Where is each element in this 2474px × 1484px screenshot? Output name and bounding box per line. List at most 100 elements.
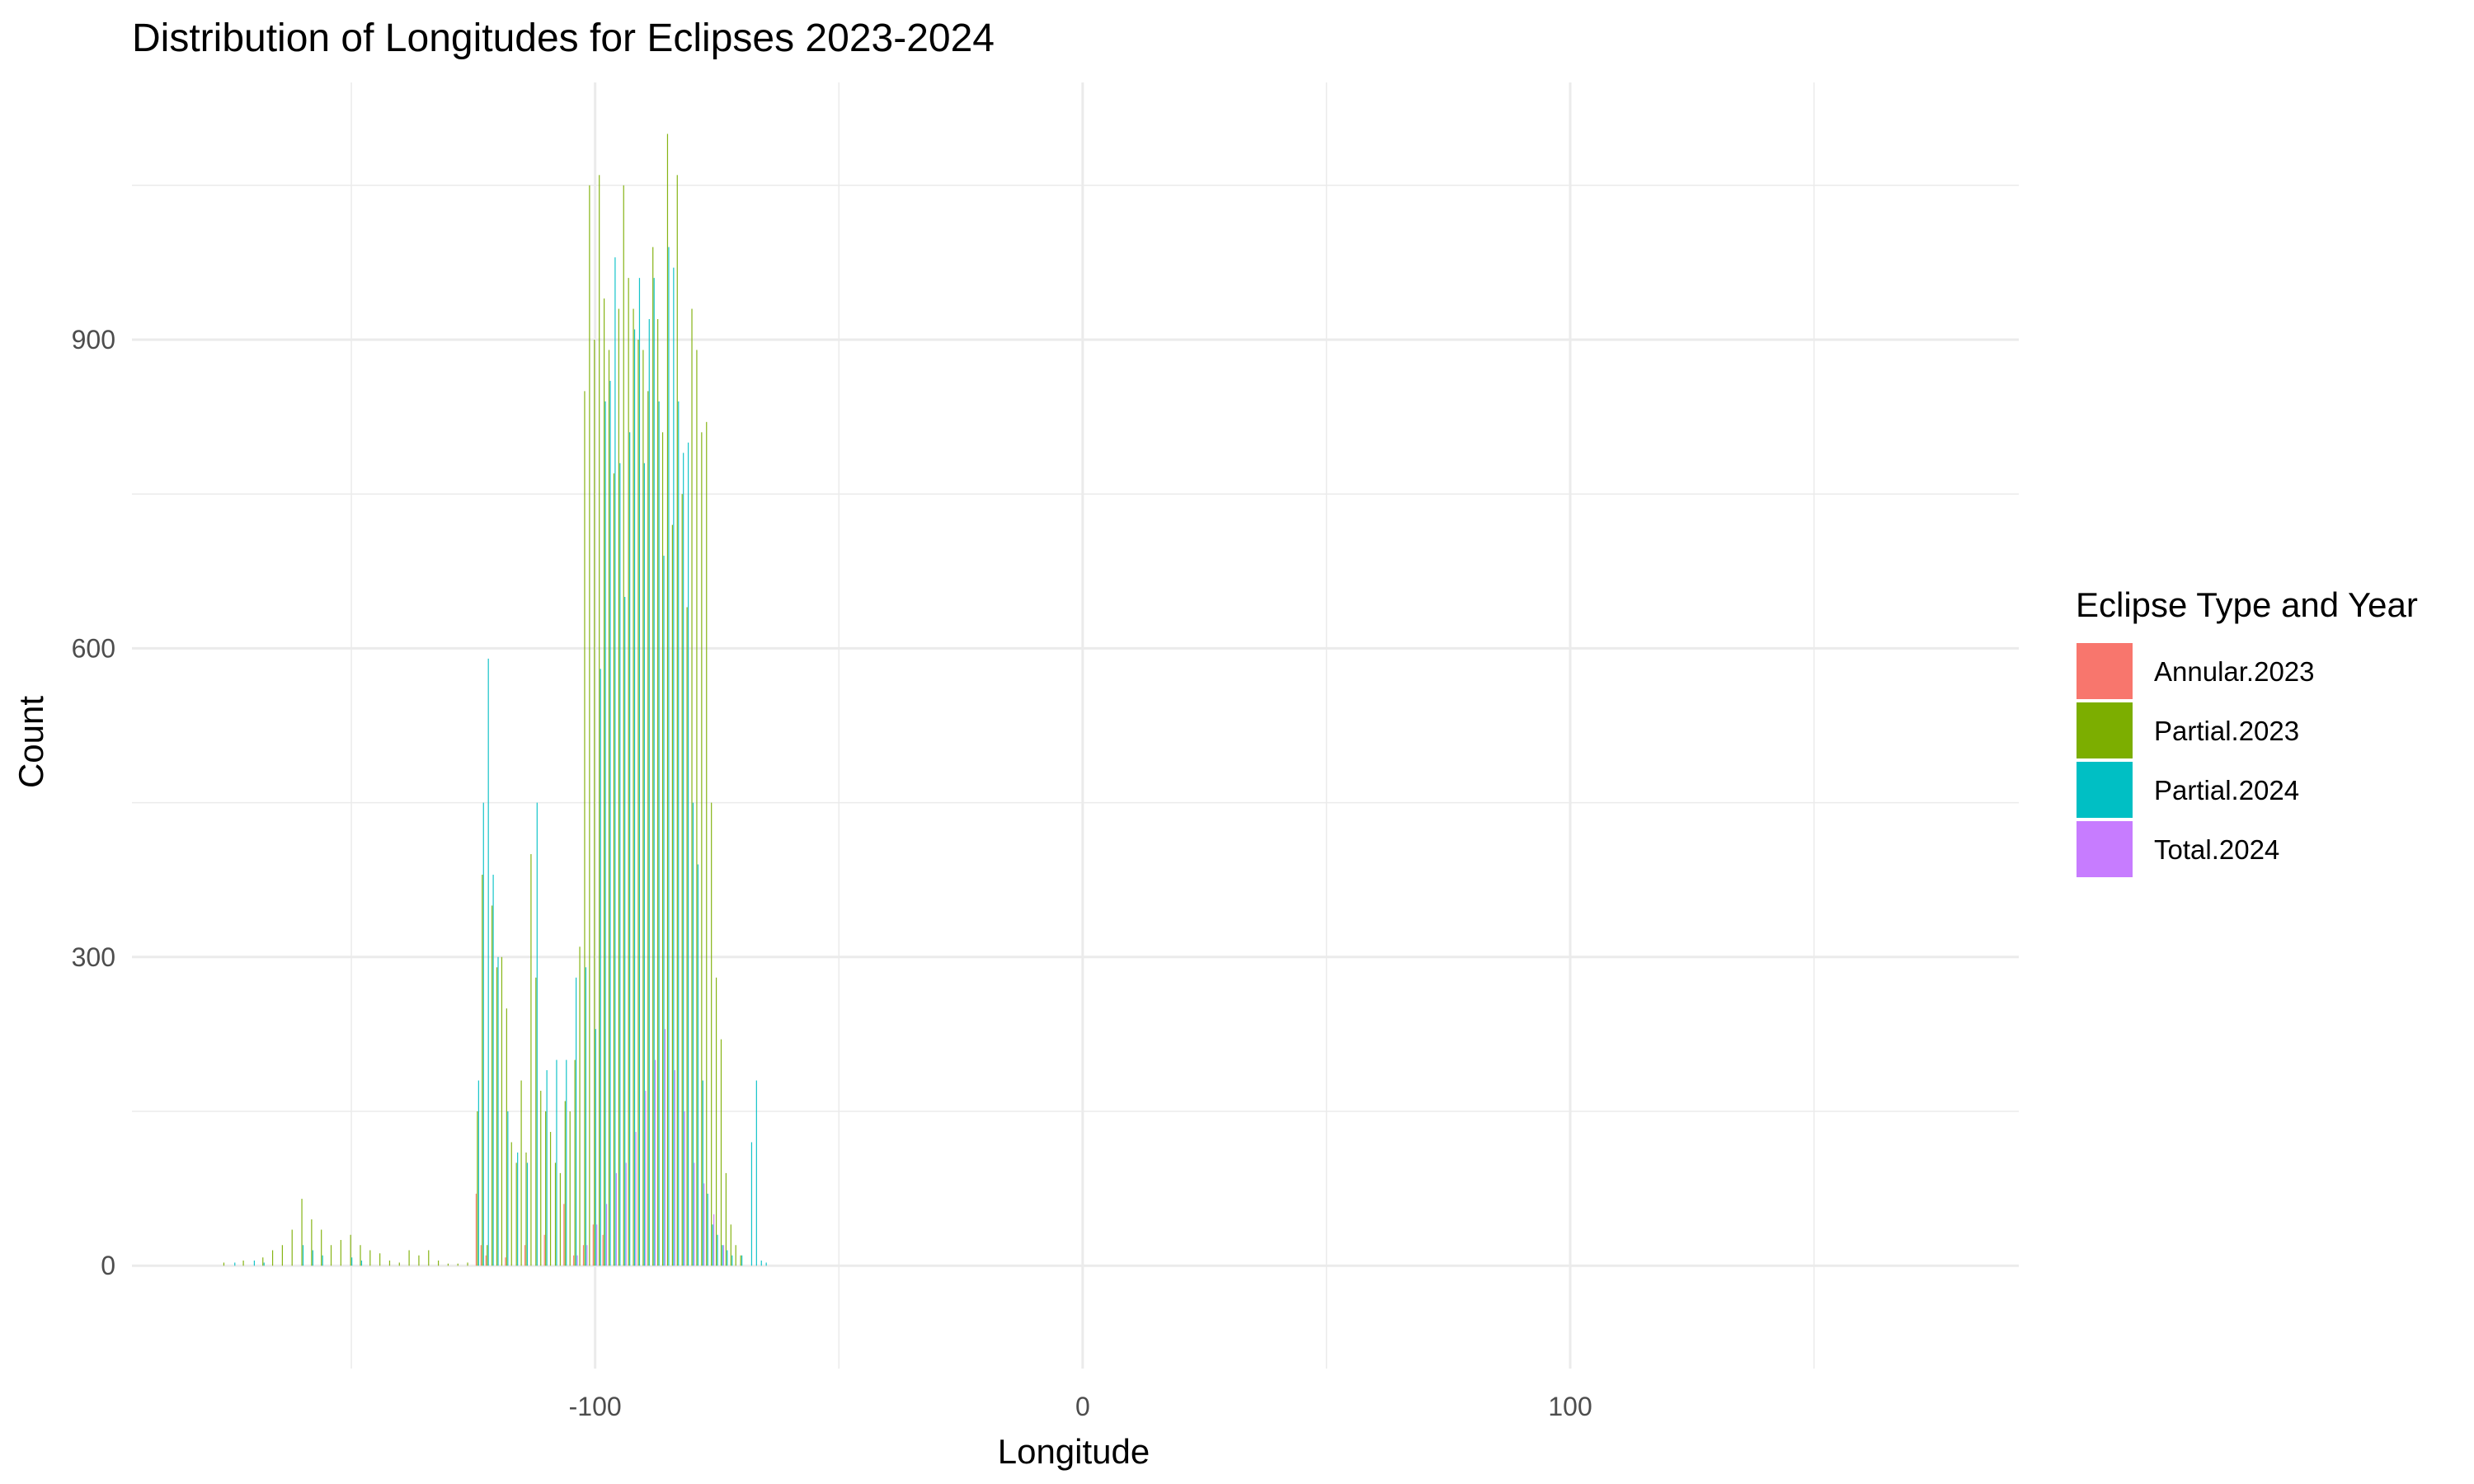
bars (223, 134, 767, 1266)
bar-total-2024 (713, 1214, 715, 1266)
bar-total-2024 (655, 1059, 656, 1266)
bar-partial-2023 (549, 1131, 552, 1266)
bar-partial-2023 (457, 1263, 459, 1266)
bar-total-2024 (625, 1162, 627, 1266)
bar-partial-2023 (564, 1101, 566, 1266)
bar-partial-2023 (725, 1172, 727, 1266)
bar-partial-2024 (692, 802, 694, 1266)
bar-partial-2024 (643, 463, 645, 1266)
bar-partial-2024 (614, 257, 616, 1266)
bar-partial-2023 (594, 340, 595, 1266)
bar-annular-2023 (592, 1224, 594, 1266)
bar-partial-2023 (584, 391, 586, 1266)
bar-partial-2023 (623, 185, 624, 1266)
bar-partial-2023 (711, 802, 713, 1266)
bar-partial-2023 (496, 967, 498, 1266)
bar-annular-2023 (475, 1193, 477, 1266)
bar-total-2024 (684, 1111, 685, 1266)
bar-total-2024 (576, 1255, 578, 1266)
bar-partial-2023 (554, 1162, 557, 1266)
y-tick-label: 900 (72, 325, 115, 355)
bar-partial-2023 (579, 946, 581, 1266)
bar-partial-2023 (666, 134, 669, 1266)
bar-partial-2024 (648, 319, 650, 1266)
legend-swatch (2077, 702, 2133, 758)
y-tick-label: 300 (72, 942, 115, 972)
x-tick-label: 100 (1548, 1392, 1592, 1421)
y-axis-title: Count (12, 696, 50, 788)
bar-partial-2023 (530, 854, 532, 1266)
bar-partial-2023 (691, 308, 693, 1266)
bar-partial-2023 (311, 1219, 313, 1266)
bar-partial-2023 (301, 1199, 303, 1266)
bar-partial-2024 (638, 278, 641, 1266)
bar-annular-2023 (543, 1234, 545, 1266)
bar-annular-2023 (582, 1245, 585, 1266)
bar-partial-2024 (624, 597, 626, 1266)
x-axis-title: Longitude (998, 1432, 1150, 1471)
bar-partial-2023 (271, 1250, 274, 1266)
bar-partial-2023 (642, 350, 644, 1266)
bar-partial-2023 (437, 1260, 440, 1266)
bar-partial-2024 (663, 556, 665, 1266)
bar-partial-2024 (507, 1111, 509, 1266)
bar-partial-2023 (589, 185, 590, 1266)
bar-partial-2023 (330, 1245, 332, 1266)
bar-partial-2024 (633, 329, 636, 1266)
bar-total-2024 (605, 1204, 608, 1266)
bar-partial-2024 (619, 463, 621, 1266)
bar-partial-2023 (510, 1142, 512, 1266)
bar-partial-2024 (492, 874, 494, 1266)
bar-partial-2023 (701, 432, 703, 1266)
bar-total-2024 (703, 1183, 705, 1266)
bar-partial-2023 (681, 494, 683, 1266)
chart-title: Distribution of Longitudes for Eclipses … (132, 16, 995, 60)
bar-partial-2023 (652, 247, 654, 1266)
bar-partial-2023 (408, 1250, 410, 1266)
bar-partial-2023 (696, 350, 698, 1266)
bar-partial-2023 (686, 607, 688, 1266)
bar-partial-2024 (526, 1162, 529, 1266)
legend-title: Eclipse Type and Year (2076, 585, 2418, 624)
bar-partial-2023 (671, 524, 673, 1266)
bar-partial-2023 (647, 391, 649, 1266)
bar-partial-2023 (388, 1260, 391, 1266)
bar-annular-2023 (524, 1245, 526, 1266)
bar-partial-2024 (322, 1255, 323, 1266)
bar-partial-2024 (604, 401, 606, 1266)
bar-partial-2024 (741, 1255, 743, 1266)
bar-partial-2024 (668, 247, 670, 1266)
bar-partial-2023 (291, 1229, 293, 1266)
bar-total-2024 (645, 1091, 647, 1266)
bar-partial-2023 (398, 1262, 400, 1266)
bar-partial-2023 (661, 432, 664, 1266)
legend-swatch (2077, 643, 2133, 699)
legend-label: Total.2024 (2154, 834, 2279, 865)
y-tick-label: 0 (101, 1251, 115, 1280)
bar-partial-2023 (418, 1255, 420, 1266)
bar-partial-2023 (223, 1262, 225, 1266)
bar-partial-2024 (360, 1260, 363, 1266)
bar-annular-2023 (563, 1204, 565, 1266)
bar-partial-2023 (501, 956, 503, 1266)
bar-partial-2024 (351, 1257, 353, 1266)
bar-partial-2023 (242, 1260, 244, 1266)
bar-partial-2023 (467, 1262, 468, 1266)
x-tick-label: -100 (569, 1392, 622, 1421)
bar-total-2024 (722, 1245, 725, 1266)
bar-partial-2024 (673, 267, 675, 1266)
bar-partial-2023 (369, 1250, 371, 1266)
legend-swatch (2077, 821, 2133, 877)
legend-label: Partial.2024 (2154, 775, 2299, 805)
bar-partial-2023 (447, 1263, 449, 1266)
bar-partial-2024 (678, 401, 680, 1266)
bar-partial-2024 (477, 1080, 479, 1266)
bar-partial-2024 (731, 1255, 733, 1266)
legend-items: Annular.2023 Partial.2023 Partial.2024 Tota… (2077, 643, 2315, 877)
bar-partial-2023 (715, 977, 717, 1266)
bar-annular-2023 (573, 1255, 575, 1266)
bar-annular-2023 (485, 1255, 487, 1266)
bar-partial-2024 (263, 1262, 265, 1266)
bar-partial-2023 (657, 319, 659, 1266)
bar-partial-2023 (559, 1172, 561, 1266)
